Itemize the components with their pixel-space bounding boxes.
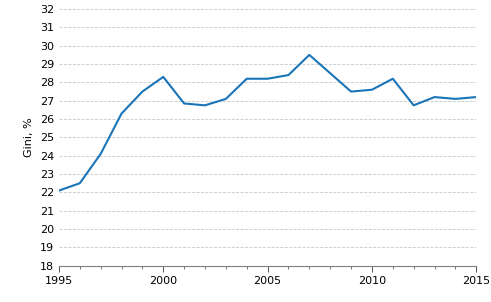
Y-axis label: Gini, %: Gini, % (24, 117, 34, 157)
